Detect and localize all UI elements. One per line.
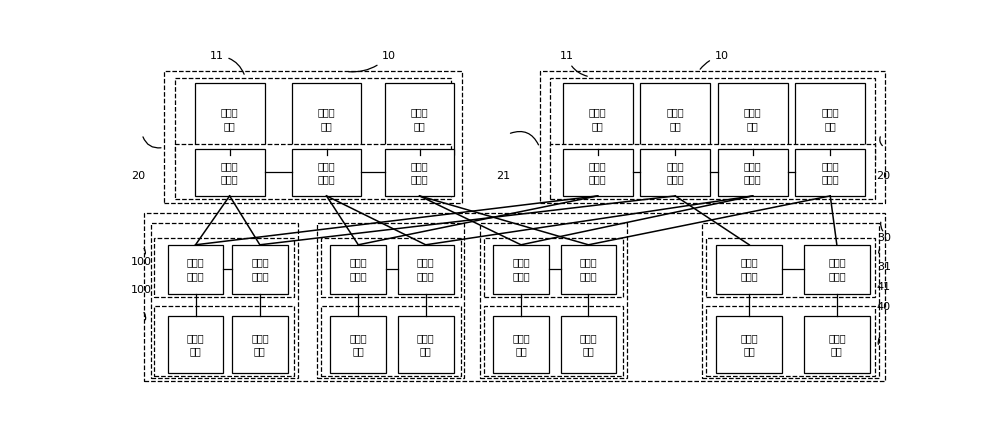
Bar <box>385 148 454 196</box>
Text: 第二路
由节点: 第二路 由节点 <box>251 258 269 281</box>
Text: 第二路
由节点: 第二路 由节点 <box>349 258 367 281</box>
Bar <box>175 144 450 199</box>
Bar <box>398 316 454 373</box>
Text: 第一路
由节点: 第一路 由节点 <box>318 161 335 184</box>
Text: 第一路
由节点: 第一路 由节点 <box>221 161 238 184</box>
Text: 第二路
由节点: 第二路 由节点 <box>417 258 435 281</box>
Text: 从功能
单元: 从功能 单元 <box>187 333 204 356</box>
Bar <box>718 83 788 155</box>
Text: 第二路
由节点: 第二路 由节点 <box>580 258 597 281</box>
Text: 从功能
单元: 从功能 单元 <box>828 333 846 356</box>
Bar <box>706 238 875 297</box>
Bar <box>330 316 386 373</box>
Bar <box>795 148 865 196</box>
Text: 100: 100 <box>131 257 152 267</box>
Text: 从功能
单元: 从功能 单元 <box>417 333 435 356</box>
Text: 第二路
由节点: 第二路 由节点 <box>187 258 204 281</box>
Bar <box>292 148 361 196</box>
Bar <box>702 223 879 378</box>
Bar <box>640 148 710 196</box>
Text: 主功能
单元: 主功能 单元 <box>821 108 839 131</box>
Text: 从功能
单元: 从功能 单元 <box>349 333 367 356</box>
Text: 第一路
由节点: 第一路 由节点 <box>821 161 839 184</box>
Text: 第二路
由节点: 第二路 由节点 <box>828 258 846 281</box>
Bar <box>493 245 549 294</box>
Text: 11: 11 <box>209 51 244 74</box>
Text: 第一路
由节点: 第一路 由节点 <box>589 161 607 184</box>
Bar <box>480 223 627 378</box>
Bar <box>804 316 870 373</box>
Bar <box>317 223 464 378</box>
Bar <box>484 306 623 376</box>
Bar <box>175 78 450 160</box>
Bar <box>540 71 885 203</box>
Text: 主功能
单元: 主功能 单元 <box>221 108 238 131</box>
Bar <box>385 83 454 155</box>
Bar <box>232 245 288 294</box>
Bar <box>484 238 623 297</box>
Bar <box>195 83 264 155</box>
Bar <box>640 83 710 155</box>
Text: 21: 21 <box>496 171 510 180</box>
Text: 从功能
单元: 从功能 单元 <box>580 333 597 356</box>
Text: 主功能
单元: 主功能 单元 <box>411 108 428 131</box>
Bar <box>154 306 294 376</box>
Bar <box>168 245 223 294</box>
Bar <box>550 144 875 199</box>
Text: 主功能
单元: 主功能 单元 <box>589 108 607 131</box>
Bar <box>716 245 782 294</box>
Bar <box>398 245 454 294</box>
Bar <box>164 71 462 203</box>
Text: 11: 11 <box>560 51 587 76</box>
Text: 第一路
由节点: 第一路 由节点 <box>411 161 428 184</box>
Text: 20: 20 <box>131 171 145 180</box>
Bar <box>321 306 461 376</box>
Bar <box>563 83 633 155</box>
Bar <box>563 148 633 196</box>
Text: 10: 10 <box>349 51 396 72</box>
Bar <box>292 83 361 155</box>
Text: 40: 40 <box>877 302 891 312</box>
Bar <box>706 306 875 376</box>
Bar <box>144 213 885 381</box>
Bar <box>561 245 616 294</box>
Bar <box>804 245 870 294</box>
Text: 从功能
单元: 从功能 单元 <box>740 333 758 356</box>
Bar <box>330 245 386 294</box>
Text: 主功能
单元: 主功能 单元 <box>318 108 335 131</box>
Text: 10: 10 <box>700 51 729 69</box>
Bar <box>550 78 875 160</box>
Text: 30: 30 <box>877 233 891 243</box>
Bar <box>168 316 223 373</box>
Bar <box>716 316 782 373</box>
Text: 第二路
由节点: 第二路 由节点 <box>512 258 530 281</box>
Bar <box>154 238 294 297</box>
Bar <box>151 223 298 378</box>
Bar <box>493 316 549 373</box>
Text: 100: 100 <box>131 285 152 295</box>
Text: 主功能
单元: 主功能 单元 <box>666 108 684 131</box>
Text: 第一路
由节点: 第一路 由节点 <box>666 161 684 184</box>
Bar <box>195 148 264 196</box>
Bar <box>321 238 461 297</box>
Text: 31: 31 <box>877 262 891 272</box>
Text: 主功能
单元: 主功能 单元 <box>744 108 762 131</box>
Bar <box>795 83 865 155</box>
Text: 第一路
由节点: 第一路 由节点 <box>744 161 762 184</box>
Text: 41: 41 <box>877 282 891 292</box>
Text: 第二路
由节点: 第二路 由节点 <box>740 258 758 281</box>
Bar <box>232 316 288 373</box>
Text: 从功能
单元: 从功能 单元 <box>251 333 269 356</box>
Text: 20: 20 <box>877 171 891 180</box>
Bar <box>718 148 788 196</box>
Bar <box>561 316 616 373</box>
Text: 从功能
单元: 从功能 单元 <box>512 333 530 356</box>
